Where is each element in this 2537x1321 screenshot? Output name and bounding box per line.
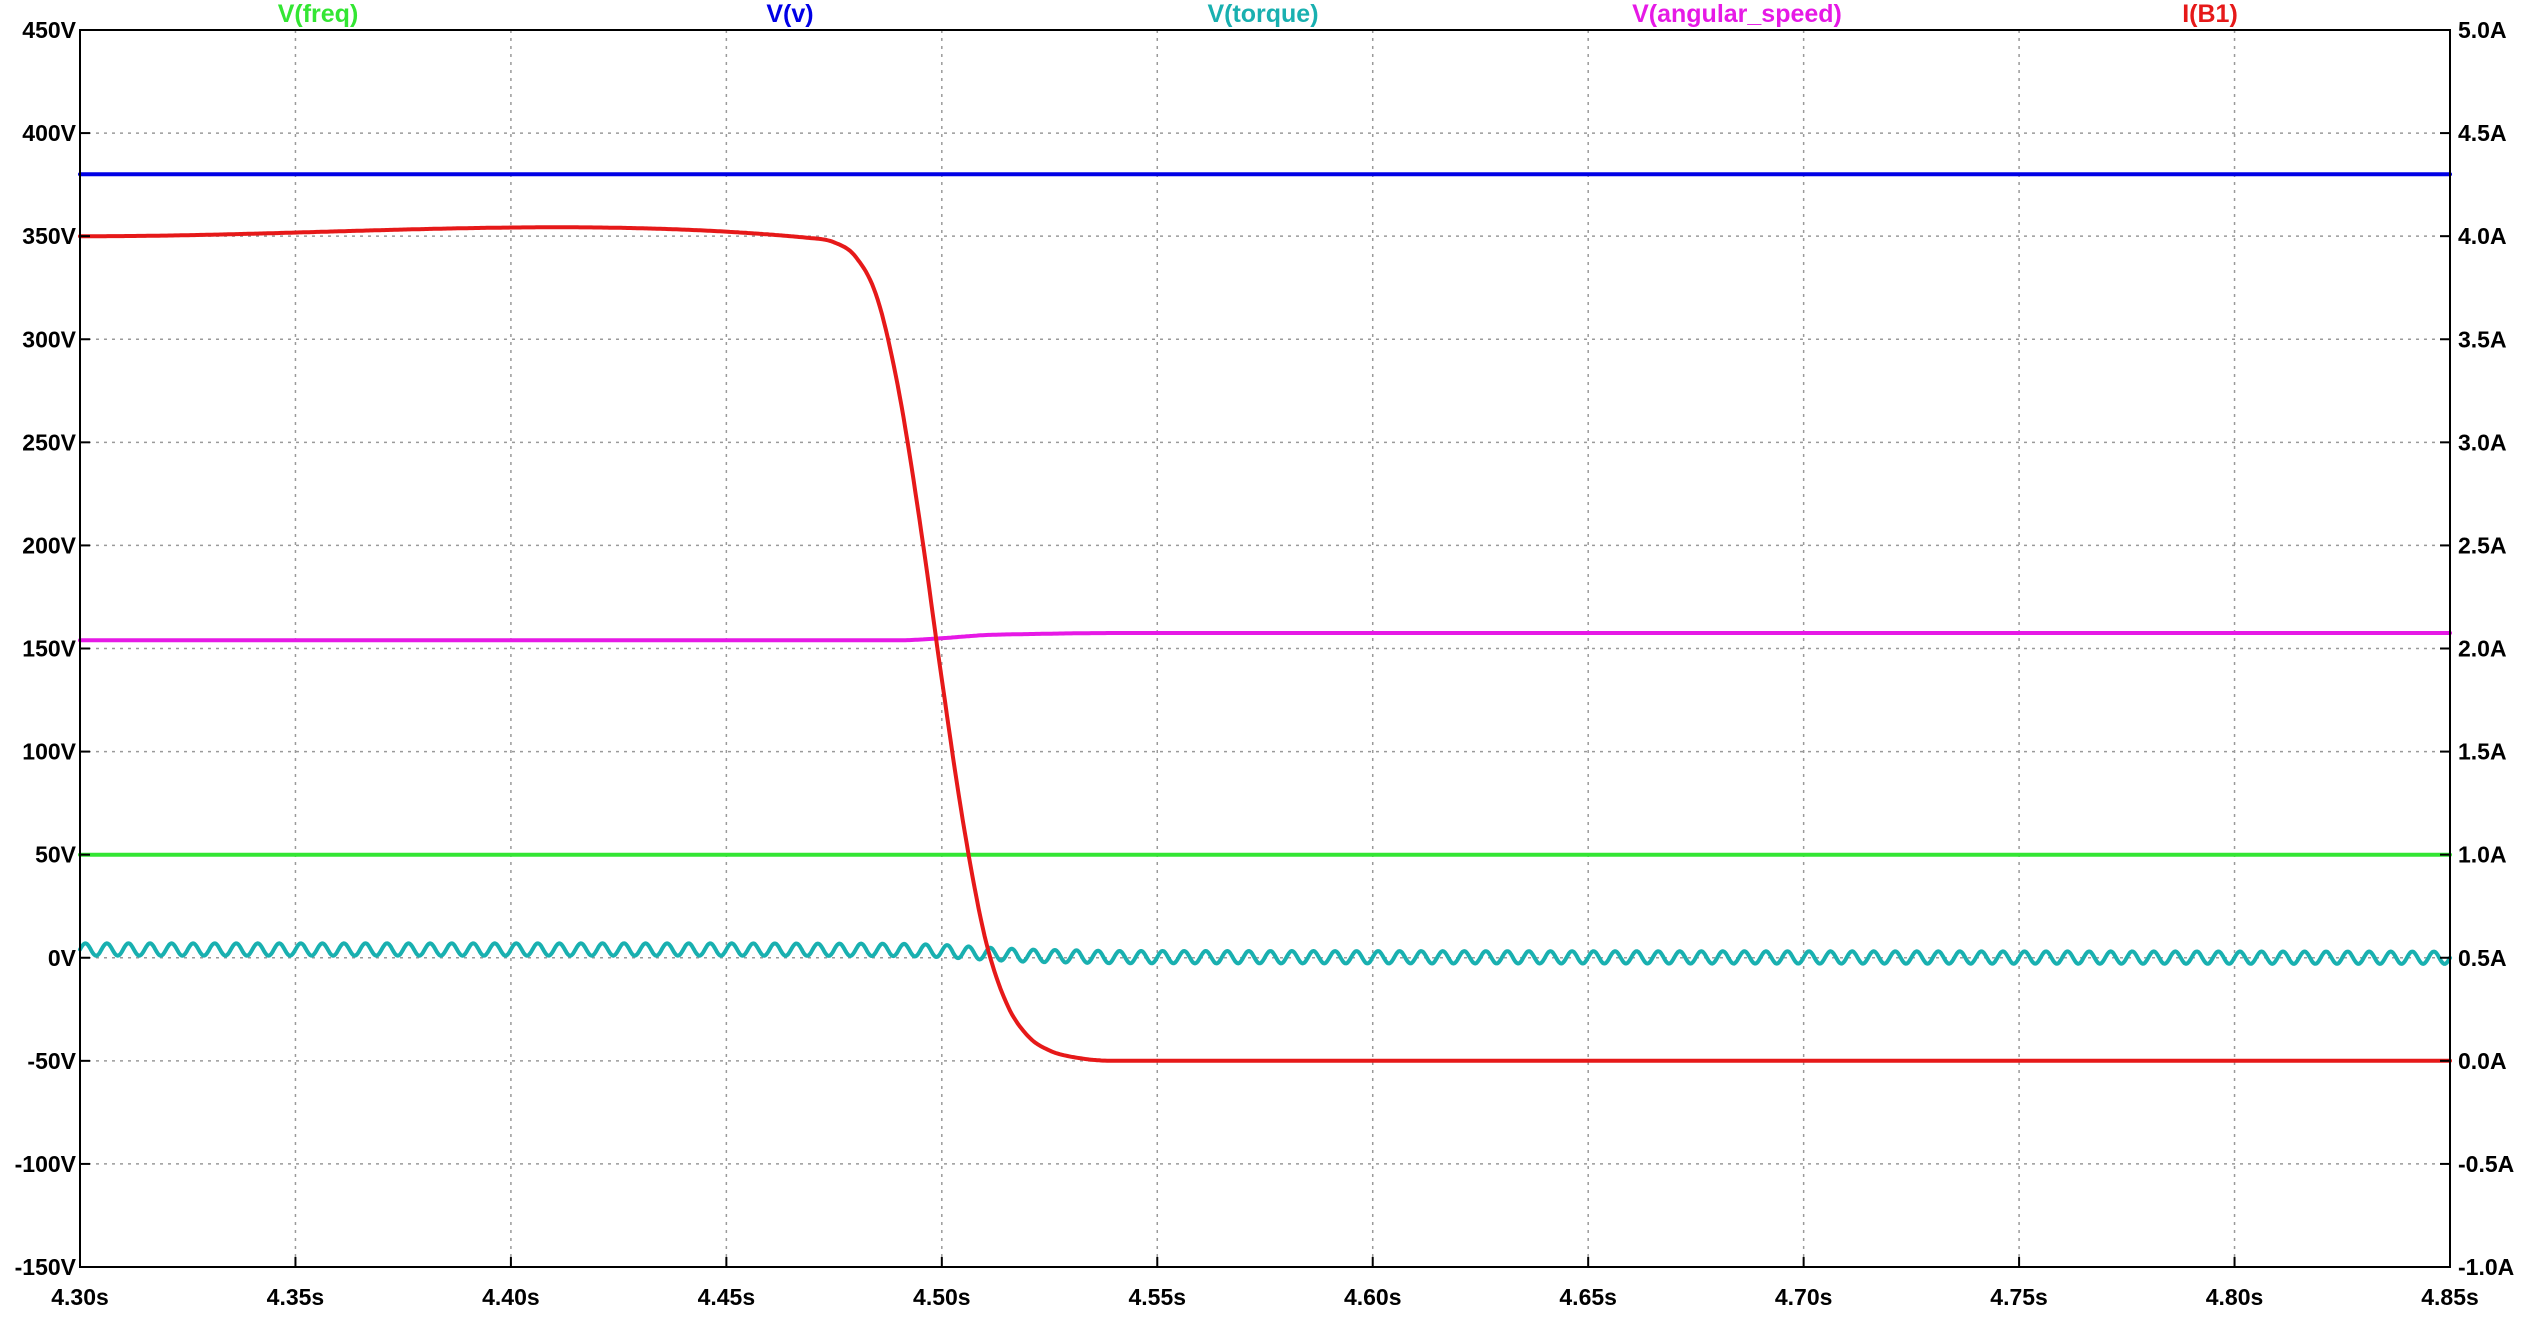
y-left-tick-label: 150V <box>22 636 76 662</box>
x-tick-label: 4.45s <box>698 1284 756 1310</box>
y-left-tick-label: 400V <box>22 120 76 146</box>
y-right-tick-label: 1.0A <box>2458 842 2507 868</box>
y-left-tick-label: 100V <box>22 739 76 765</box>
y-right-tick-label: 0.5A <box>2458 945 2507 971</box>
legend: V(freq) V(v) V(torque) V(angular_speed) I(B1… <box>278 0 2238 28</box>
x-tick-label: 4.40s <box>482 1284 540 1310</box>
legend-entry[interactable]: V(freq) <box>278 0 359 28</box>
x-tick-label: 4.50s <box>913 1284 971 1310</box>
y-left-tick-label: 50V <box>35 842 77 868</box>
y-right-tick-label: 5.0A <box>2458 17 2507 43</box>
y-right-tick-label: 4.5A <box>2458 120 2507 146</box>
series-line-i-b1 <box>78 225 2452 1063</box>
y-left-tick-label: 450V <box>22 17 76 43</box>
series-line-v-torque <box>78 941 2452 966</box>
x-tick-label: 4.70s <box>1775 1284 1833 1310</box>
x-tick-label: 4.55s <box>1128 1284 1186 1310</box>
y-right-tick-label: -0.5A <box>2458 1151 2514 1177</box>
x-tick-label: 4.65s <box>1559 1284 1617 1310</box>
y-left-tick-label: 350V <box>22 223 76 249</box>
axis-ticks: 4.30s 4.35s 4.40s 4.45s 4.50s 4.55s 4.60s 4.65s… <box>15 17 2515 1310</box>
y-left-tick-label: 300V <box>22 326 76 352</box>
plot-series <box>78 172 2452 1063</box>
y-right-tick-label: 3.0A <box>2458 429 2507 455</box>
y-left-tick-label: 200V <box>22 532 76 558</box>
y-left-tick-label: -100V <box>15 1151 77 1177</box>
x-tick-label: 4.80s <box>2206 1284 2264 1310</box>
grid <box>80 30 2450 1267</box>
y-right-tick-label: 4.0A <box>2458 223 2507 249</box>
y-left-tick-label: -150V <box>15 1254 77 1280</box>
x-tick-label: 4.75s <box>1990 1284 2048 1310</box>
legend-entry[interactable]: V(angular_speed) <box>1632 0 1842 28</box>
y-left-tick-label: 0V <box>48 945 77 971</box>
y-right-tick-label: 0.0A <box>2458 1048 2507 1074</box>
y-right-tick-label: -1.0A <box>2458 1254 2514 1280</box>
legend-entry[interactable]: I(B1) <box>2182 0 2238 28</box>
y-left-tick-label: -50V <box>27 1048 76 1074</box>
x-tick-label: 4.35s <box>267 1284 325 1310</box>
series-line-v-angular-speed <box>78 631 2452 643</box>
x-tick-label: 4.60s <box>1344 1284 1402 1310</box>
y-left-tick-label: 250V <box>22 429 76 455</box>
y-right-tick-label: 3.5A <box>2458 326 2507 352</box>
y-right-tick-label: 1.5A <box>2458 739 2507 765</box>
legend-entry[interactable]: V(v) <box>766 0 813 28</box>
y-right-tick-label: 2.5A <box>2458 532 2507 558</box>
x-tick-label: 4.85s <box>2421 1284 2479 1310</box>
y-right-tick-label: 2.0A <box>2458 636 2507 662</box>
legend-entry[interactable]: V(torque) <box>1207 0 1318 28</box>
x-tick-label: 4.30s <box>51 1284 109 1310</box>
